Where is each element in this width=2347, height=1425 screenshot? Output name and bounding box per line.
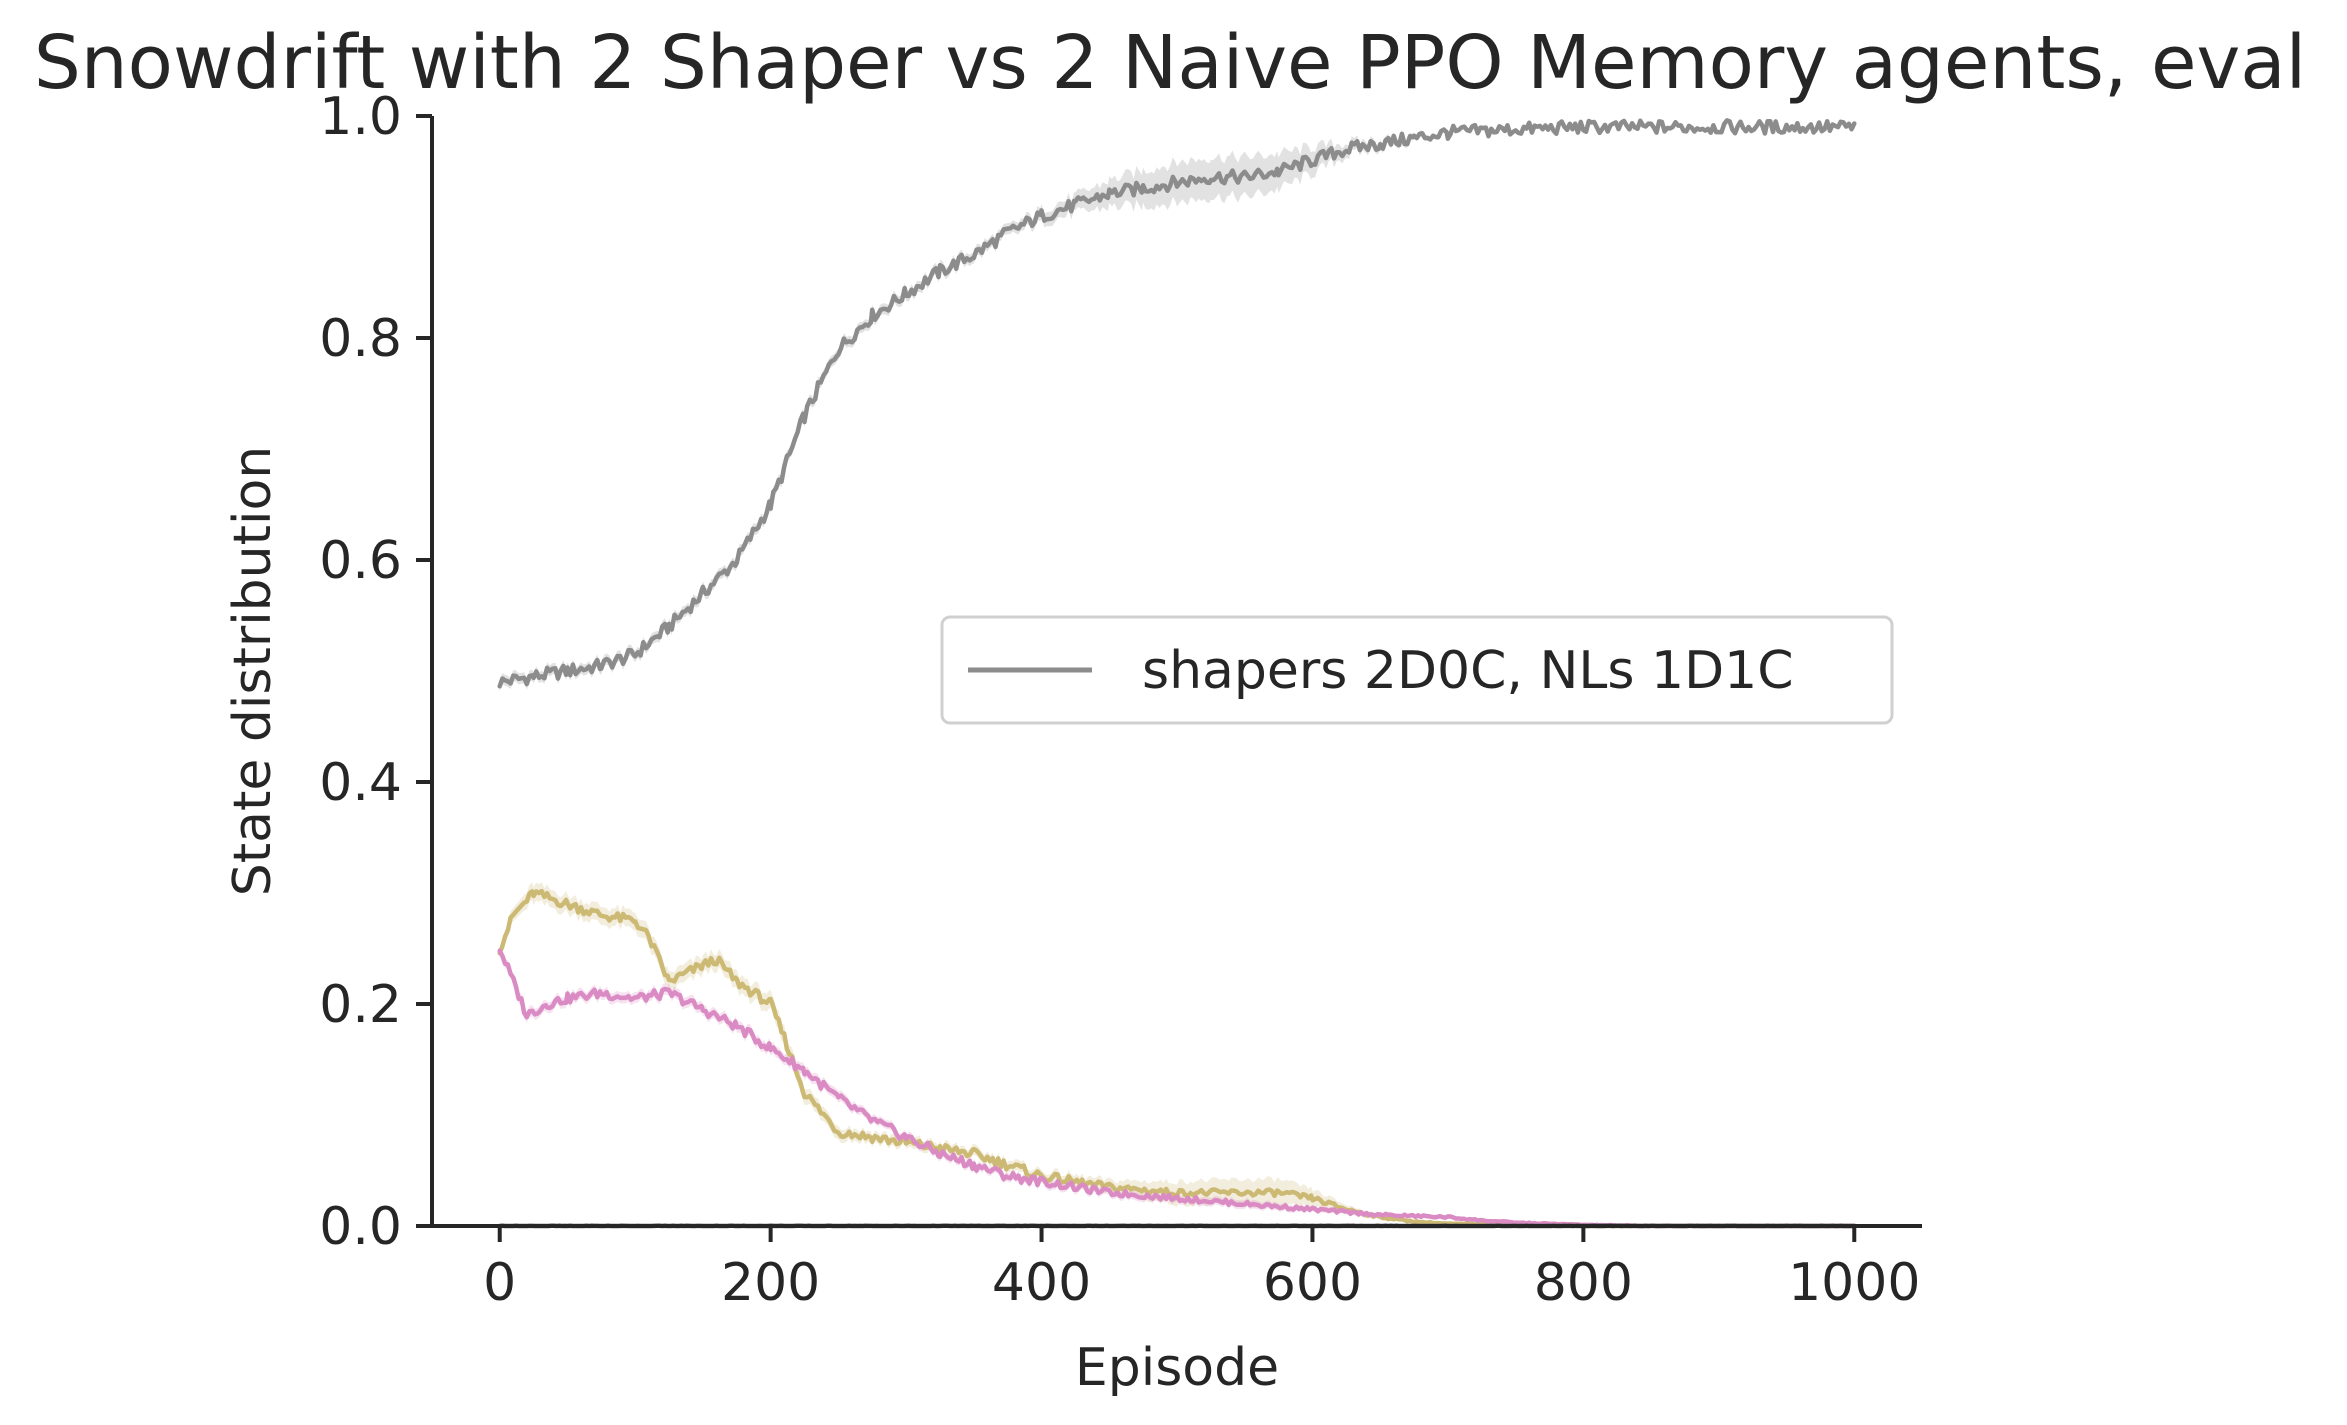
x-ticks: 0 200 400 600 800 1000	[483, 1226, 1920, 1313]
legend-box	[940, 615, 1894, 725]
confidence-bands	[499, 118, 1855, 1226]
y-tick-label: 0.2	[319, 975, 402, 1035]
chart-title: Snowdrift with 2 Shaper vs 2 Naive PPO M…	[34, 20, 2306, 106]
series-line	[497, 118, 1857, 689]
x-tick-label: 800	[1534, 1253, 1633, 1313]
y-axis-label: State distribution	[223, 446, 283, 897]
axes	[430, 116, 1922, 1228]
x-tick-label: 600	[1263, 1253, 1362, 1313]
series-line	[497, 888, 1857, 1229]
y-ticks: 0.0 0.2 0.4 0.6 0.8 1.0	[319, 87, 432, 1257]
legend-label: shapers 2D0C, NLs 1D1C	[1142, 641, 1794, 701]
x-tick-label: 1000	[1788, 1253, 1920, 1313]
x-axis-label: Episode	[1075, 1338, 1279, 1398]
x-tick-label: 0	[483, 1253, 516, 1313]
y-tick-label: 0.8	[319, 309, 402, 369]
x-tick-label: 400	[992, 1253, 1091, 1313]
y-tick-label: 0.6	[319, 531, 402, 591]
y-tick-label: 1.0	[319, 87, 402, 147]
legend: shapers 2D0C, NLs 1D1C	[940, 615, 1894, 725]
series-band	[499, 118, 1855, 692]
y-tick-label: 0.4	[319, 753, 402, 813]
series-band	[499, 882, 1855, 1226]
y-tick-label: 0.0	[319, 1197, 402, 1257]
series-band	[499, 946, 1855, 1226]
x-tick-label: 200	[721, 1253, 820, 1313]
series-line	[497, 948, 1857, 1229]
